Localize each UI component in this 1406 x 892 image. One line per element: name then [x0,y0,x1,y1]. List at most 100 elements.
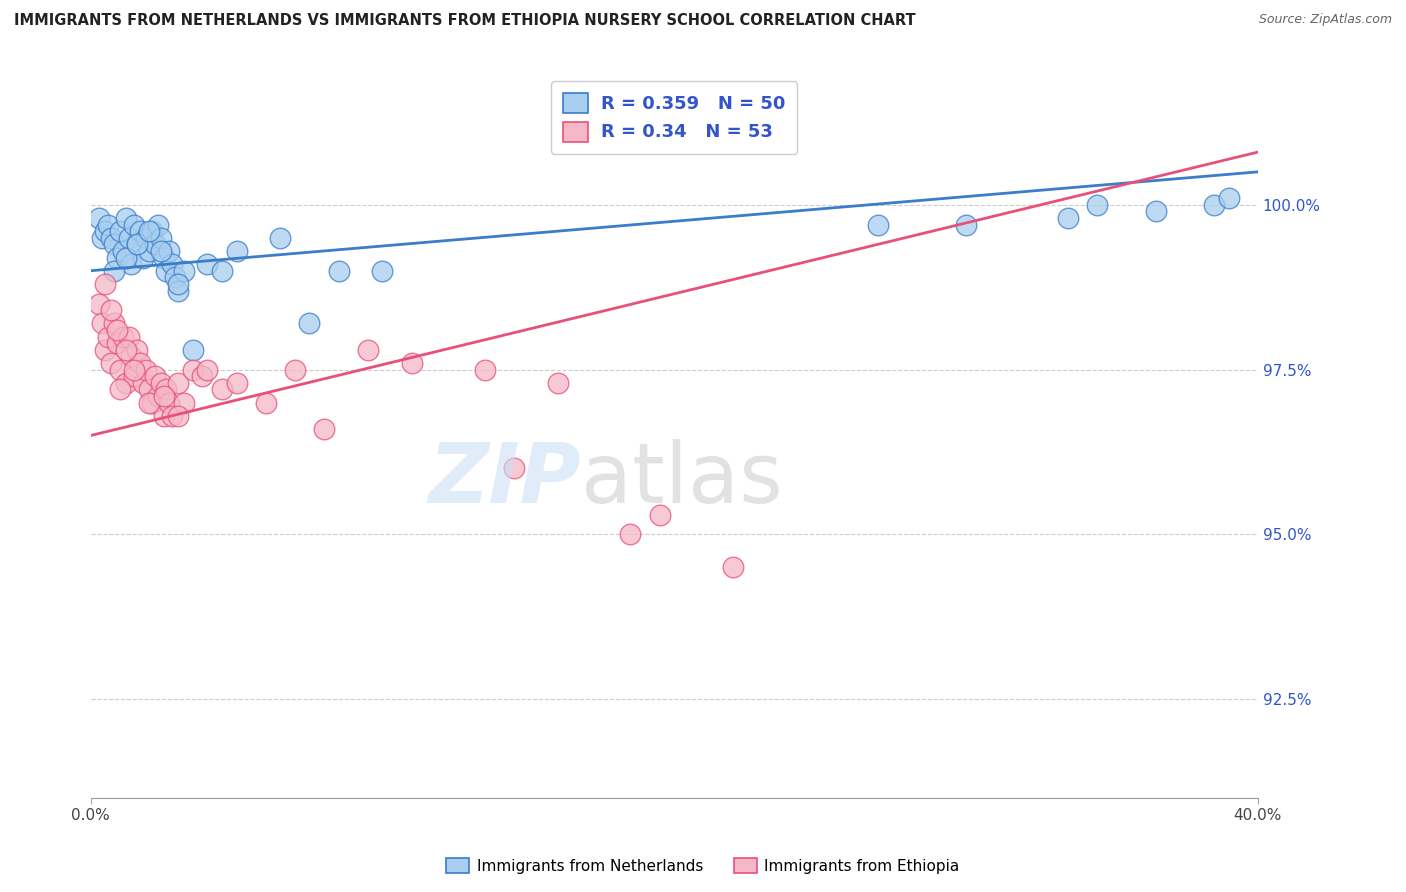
Point [105,251,128,265]
Point [105,323,128,337]
Point [298,317,321,331]
Point [138,244,160,258]
Point [91,317,114,331]
Point [371,264,394,278]
Point [190,369,212,384]
Point [155,264,177,278]
Point [94,343,117,357]
Point [162,257,184,271]
Text: ZIP: ZIP [429,439,581,519]
Point [97,329,120,343]
Point [181,343,204,357]
Point [619,527,641,541]
Point [114,376,136,390]
Point [138,395,160,409]
Point [173,264,195,278]
Point [103,237,125,252]
Point [152,409,174,423]
Point [108,362,131,376]
Point [152,251,174,265]
Point [94,277,117,291]
Point [94,224,117,238]
Text: atlas: atlas [581,439,783,519]
Point [108,383,131,397]
Point [157,244,180,258]
Point [105,336,128,351]
Point [1218,191,1240,205]
Point [149,376,172,390]
Point [157,395,180,409]
Point [502,461,524,475]
Point [135,362,157,376]
Point [648,508,671,522]
Point [211,383,233,397]
Point [89,296,111,310]
Point [146,389,169,403]
Point [269,231,291,245]
Point [167,284,190,298]
Legend: R = 0.359   N = 50, R = 0.34   N = 53: R = 0.359 N = 50, R = 0.34 N = 53 [551,81,797,153]
Point [121,350,143,364]
Point [173,395,195,409]
Point [155,383,177,397]
Point [1085,198,1108,212]
Point [91,231,114,245]
Point [401,356,423,370]
Point [1057,211,1080,225]
Point [141,395,163,409]
Point [474,362,496,376]
Point [124,218,146,232]
Point [127,237,149,252]
Point [111,244,134,258]
Point [132,251,155,265]
Point [100,231,122,245]
Point [117,231,139,245]
Point [165,270,187,285]
Point [167,277,190,291]
Text: IMMIGRANTS FROM NETHERLANDS VS IMMIGRANTS FROM ETHIOPIA NURSERY SCHOOL CORRELATI: IMMIGRANTS FROM NETHERLANDS VS IMMIGRANT… [14,13,915,29]
Point [167,409,190,423]
Point [547,376,569,390]
Point [167,376,190,390]
Point [114,251,136,265]
Point [103,317,125,331]
Point [97,218,120,232]
Point [195,362,218,376]
Point [149,231,172,245]
Point [146,218,169,232]
Point [129,224,152,238]
Point [127,343,149,357]
Point [127,237,149,252]
Point [143,369,166,384]
Point [114,343,136,357]
Point [135,231,157,245]
Point [121,257,143,271]
Point [357,343,380,357]
Point [138,224,160,238]
Point [143,237,166,252]
Point [955,218,977,232]
Point [162,409,184,423]
Point [111,329,134,343]
Point [141,224,163,238]
Point [132,376,155,390]
Point [1202,198,1225,212]
Point [225,244,247,258]
Point [100,356,122,370]
Point [117,329,139,343]
Point [721,560,744,574]
Point [124,369,146,384]
Point [868,218,890,232]
Point [1144,204,1167,219]
Point [114,211,136,225]
Legend: Immigrants from Netherlands, Immigrants from Ethiopia: Immigrants from Netherlands, Immigrants … [440,852,966,880]
Point [152,389,174,403]
Point [89,211,111,225]
Point [284,362,307,376]
Point [103,264,125,278]
Point [129,356,152,370]
Point [181,362,204,376]
Point [100,303,122,318]
Point [149,244,172,258]
Point [328,264,350,278]
